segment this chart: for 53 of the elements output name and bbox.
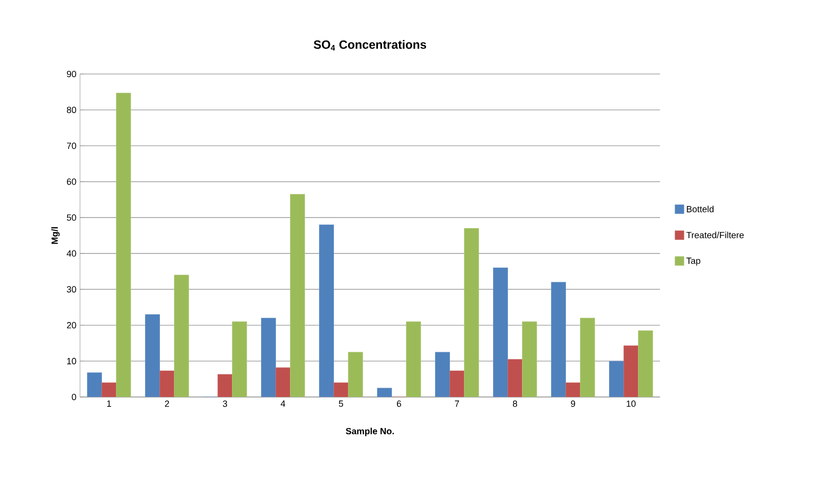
bar xyxy=(464,228,479,397)
y-tick-label: 40 xyxy=(66,250,76,257)
x-tick-label: 7 xyxy=(454,400,460,407)
y-tick-label: 0 xyxy=(72,394,76,400)
bar xyxy=(102,382,116,397)
y-tick-label: 20 xyxy=(66,322,76,328)
x-tick-label: 8 xyxy=(512,400,518,407)
legend-label: Treated/Filtere xyxy=(686,232,744,238)
bar xyxy=(290,194,305,397)
bar xyxy=(566,382,580,397)
y-tick-label: 50 xyxy=(66,214,76,221)
legend-label: Botteld xyxy=(686,206,714,212)
bar xyxy=(348,352,363,397)
bar xyxy=(624,345,638,397)
bar xyxy=(276,367,290,397)
y-tick-label: 30 xyxy=(66,286,76,293)
legend-label: Tap xyxy=(686,258,700,266)
y-tick-label: 70 xyxy=(66,142,76,149)
y-tick-label: 60 xyxy=(66,178,76,185)
bar xyxy=(638,330,653,397)
bar xyxy=(160,370,174,397)
bar xyxy=(493,268,508,397)
bar xyxy=(450,370,464,397)
bar xyxy=(319,224,334,397)
y-tick-label: 90 xyxy=(66,70,76,78)
chart-title: SO$_{4}$ Concentrations xyxy=(314,40,426,51)
bar xyxy=(508,359,522,397)
y-tick-label: 10 xyxy=(67,358,76,364)
y-axis-title: Mg/l xyxy=(51,227,60,244)
x-tick-label: 1 xyxy=(107,400,112,407)
bar xyxy=(116,92,131,397)
x-tick-label: 3 xyxy=(222,400,228,407)
bar xyxy=(580,318,595,397)
bar xyxy=(522,321,537,397)
bar xyxy=(435,352,450,397)
bar xyxy=(232,321,247,397)
x-tick-label: 2 xyxy=(164,400,170,407)
x-tick-label: 6 xyxy=(396,400,402,407)
bar xyxy=(261,318,276,397)
x-tick-label: 10 xyxy=(626,400,636,407)
x-tick-label: 5 xyxy=(338,400,344,407)
x-tick-label: 9 xyxy=(570,400,576,407)
bar xyxy=(218,374,232,397)
bar xyxy=(87,372,102,397)
bar xyxy=(174,274,189,397)
bar xyxy=(609,360,624,397)
bar xyxy=(145,314,160,397)
x-tick-label: 4 xyxy=(280,400,286,407)
bar xyxy=(334,382,348,397)
y-tick-label: 80 xyxy=(66,106,76,114)
x-axis-title: Sample No. xyxy=(346,428,394,436)
bar xyxy=(551,282,566,397)
bar xyxy=(406,321,421,397)
